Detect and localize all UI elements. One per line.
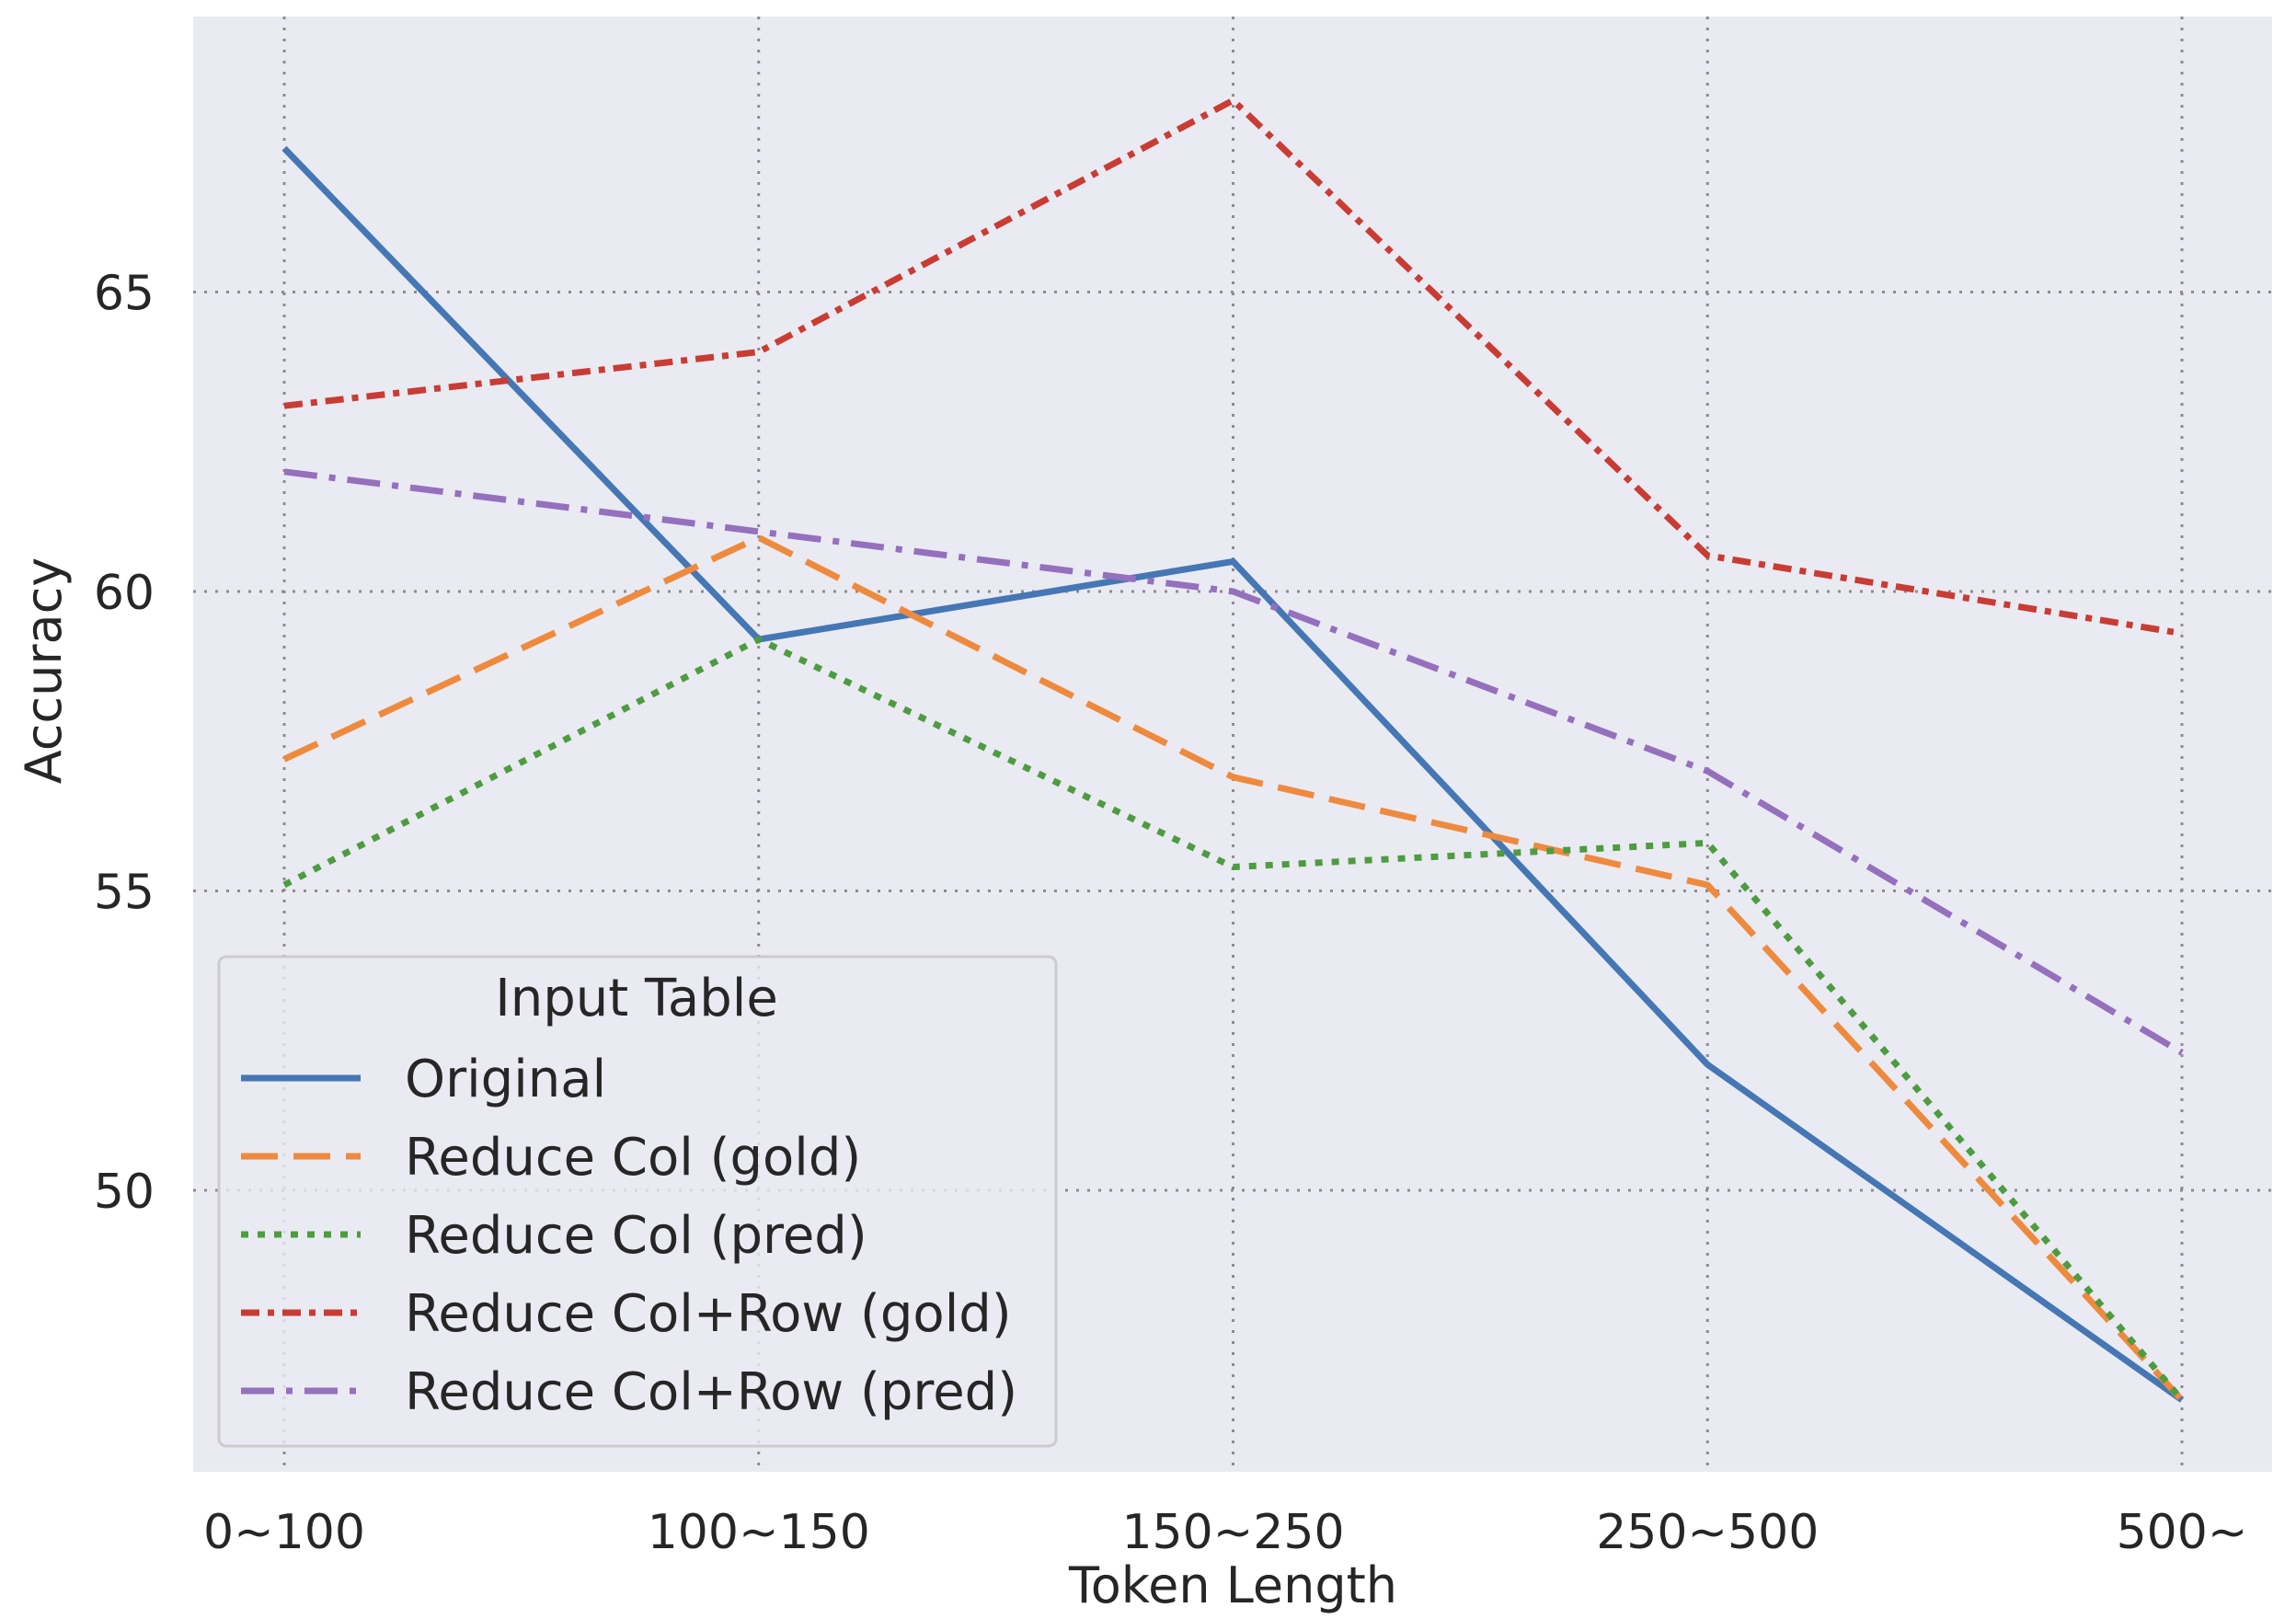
x-tick-label: 250~500 bbox=[1596, 1505, 1819, 1560]
legend-item: Original bbox=[241, 1050, 606, 1109]
y-axis-label: Accuracy bbox=[15, 557, 73, 785]
y-tick-label: 55 bbox=[94, 866, 155, 921]
y-tick-label: 60 bbox=[94, 566, 155, 621]
x-tick-label: 0~100 bbox=[203, 1505, 365, 1560]
legend-item: Reduce Col (gold) bbox=[241, 1128, 861, 1188]
legend-label: Reduce Col+Row (gold) bbox=[405, 1284, 1012, 1344]
y-tick-labels: 50 55 60 65 bbox=[94, 266, 155, 1220]
x-axis-label: Token Length bbox=[1068, 1556, 1397, 1614]
legend-box bbox=[217, 955, 1058, 1448]
legend-items: Original Reduce Col (gold) Reduce Col (pre… bbox=[241, 1050, 1017, 1422]
legend: Input Table Original Reduce Col (gold) Red… bbox=[217, 955, 1058, 1448]
series-line-4 bbox=[283, 97, 2183, 637]
legend-item: Reduce Col+Row (pred) bbox=[241, 1362, 1017, 1422]
x-tick-label: 150~250 bbox=[1121, 1505, 1344, 1560]
legend-label: Reduce Col (pred) bbox=[405, 1206, 867, 1266]
y-tick-label: 50 bbox=[94, 1165, 155, 1220]
x-tick-label: 500~ bbox=[2117, 1505, 2248, 1560]
legend-label: Original bbox=[405, 1050, 606, 1109]
legend-title: Input Table bbox=[495, 969, 778, 1028]
legend-label: Reduce Col+Row (pred) bbox=[405, 1362, 1017, 1422]
x-tick-label: 100~150 bbox=[648, 1505, 870, 1560]
legend-label: Reduce Col (gold) bbox=[405, 1128, 861, 1188]
series-lines bbox=[281, 97, 2185, 1403]
legend-item: Reduce Col (pred) bbox=[241, 1206, 867, 1266]
y-tick-label: 65 bbox=[94, 266, 155, 321]
x-tick-labels: 0~100 100~150 150~250 250~500 500~ bbox=[203, 1505, 2247, 1560]
legend-item: Reduce Col+Row (gold) bbox=[241, 1284, 1012, 1344]
